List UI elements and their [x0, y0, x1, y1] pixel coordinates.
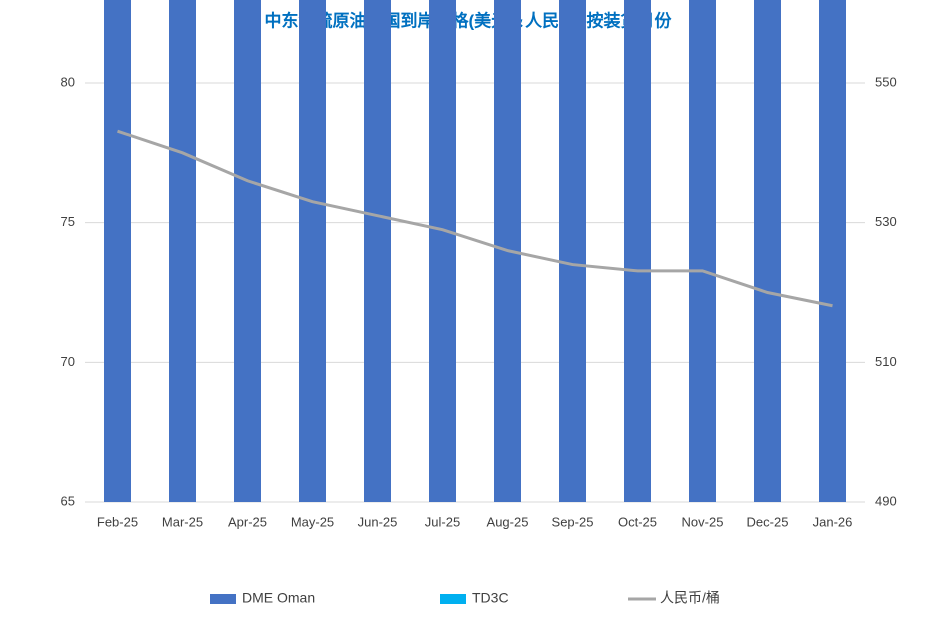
- legend-label: 人民币/桶: [660, 590, 720, 606]
- bar: [169, 0, 196, 502]
- y-tick-label: 70: [61, 354, 75, 369]
- bar: [364, 0, 391, 502]
- x-tick-label: Jan-26: [813, 514, 853, 529]
- line: [117, 129, 833, 308]
- y-tick-label: 65: [61, 493, 75, 508]
- bar: [689, 0, 716, 502]
- y2-tick-label: 510: [875, 354, 897, 369]
- x-tick-label: May-25: [291, 514, 334, 529]
- legend-swatch: [440, 594, 466, 604]
- bar: [819, 0, 846, 502]
- bar: [299, 0, 326, 502]
- x-tick-label: Jun-25: [358, 514, 398, 529]
- bar: [104, 0, 131, 502]
- legend-label: DME Oman: [242, 590, 315, 606]
- x-tick-label: Mar-25: [162, 514, 203, 529]
- x-tick-label: Jul-25: [425, 514, 460, 529]
- y2-tick-label: 550: [875, 74, 897, 89]
- bar: [754, 0, 781, 502]
- x-tick-label: Apr-25: [228, 514, 267, 529]
- x-tick-label: Feb-25: [97, 514, 138, 529]
- bar: [234, 0, 261, 502]
- x-tick-label: Dec-25: [747, 514, 789, 529]
- y2-tick-label: 490: [875, 493, 897, 508]
- y2-tick-label: 530: [875, 214, 897, 229]
- bar: [559, 0, 586, 502]
- x-tick-label: Aug-25: [487, 514, 529, 529]
- bar: [429, 0, 456, 502]
- legend-label: TD3C: [472, 590, 509, 606]
- x-tick-label: Nov-25: [682, 514, 724, 529]
- y-tick-label: 80: [61, 74, 75, 89]
- legend-swatch: [210, 594, 236, 604]
- bar: [624, 0, 651, 502]
- x-tick-label: Oct-25: [618, 514, 657, 529]
- x-tick-label: Sep-25: [552, 514, 594, 529]
- y-tick-label: 75: [61, 214, 75, 229]
